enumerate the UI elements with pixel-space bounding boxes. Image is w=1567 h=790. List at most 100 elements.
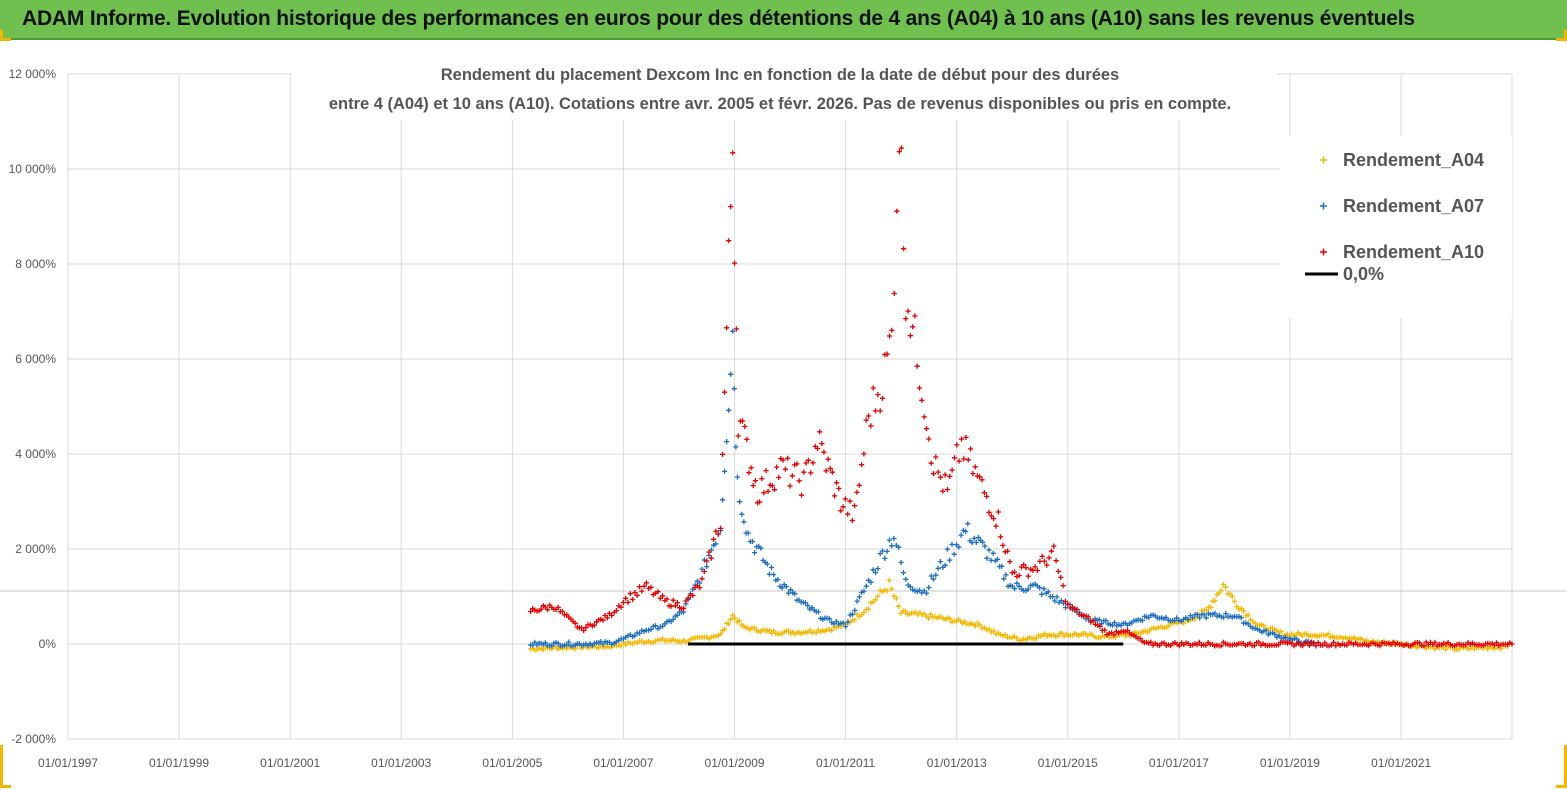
data-point xyxy=(796,478,802,484)
data-point xyxy=(1196,639,1202,645)
data-point xyxy=(921,414,927,420)
data-point xyxy=(1139,617,1145,624)
data-point xyxy=(1201,612,1207,618)
legend-label: Rendement_A07 xyxy=(1343,196,1484,216)
series-Rendement_A04 xyxy=(528,577,1511,653)
data-point xyxy=(891,535,897,542)
data-point xyxy=(834,480,840,486)
data-point xyxy=(641,583,647,589)
data-point xyxy=(1203,642,1209,648)
data-point xyxy=(1322,640,1328,646)
data-point xyxy=(1102,627,1108,633)
data-point xyxy=(653,623,659,629)
data-point xyxy=(859,462,865,468)
data-point xyxy=(788,587,794,593)
data-point xyxy=(919,397,925,403)
data-point xyxy=(951,551,957,557)
data-point xyxy=(937,559,943,565)
data-point xyxy=(1256,639,1262,645)
data-point xyxy=(894,208,900,214)
data-point xyxy=(1042,631,1048,637)
data-point xyxy=(749,538,756,545)
data-point xyxy=(829,627,835,633)
data-point xyxy=(722,468,728,474)
data-point xyxy=(1000,542,1006,548)
y-tick-label: 0% xyxy=(39,637,57,651)
data-point xyxy=(618,604,624,610)
data-point xyxy=(739,511,745,517)
data-point xyxy=(734,474,741,480)
data-point xyxy=(896,544,902,550)
data-point xyxy=(632,633,638,639)
data-point xyxy=(870,567,876,573)
data-point xyxy=(1016,572,1022,579)
data-point xyxy=(1058,574,1064,580)
data-point xyxy=(886,537,892,543)
data-point xyxy=(706,549,712,555)
grid-lines xyxy=(0,73,1567,740)
data-point xyxy=(758,545,764,551)
data-point xyxy=(994,556,1001,562)
data-point xyxy=(825,456,831,462)
data-point xyxy=(872,597,879,603)
data-point xyxy=(1208,604,1214,610)
x-tick-label: 01/01/2009 xyxy=(705,756,765,770)
y-tick-label: -2 000% xyxy=(11,732,56,746)
data-point xyxy=(963,434,969,440)
data-point xyxy=(540,647,546,653)
data-point xyxy=(856,482,862,488)
data-point xyxy=(907,584,913,590)
data-point xyxy=(947,616,953,622)
data-point xyxy=(742,423,748,430)
data-point xyxy=(655,589,661,595)
legend: Rendement_A04 Rendement_A07 Rendement_A100… xyxy=(1280,136,1512,318)
data-point xyxy=(901,246,907,252)
data-point xyxy=(808,470,814,476)
data-point xyxy=(819,441,825,447)
data-point xyxy=(625,599,631,605)
data-point xyxy=(1421,643,1427,649)
data-point xyxy=(711,536,717,542)
data-point xyxy=(1034,567,1041,574)
data-point xyxy=(1007,559,1013,565)
data-point xyxy=(643,580,649,586)
data-point xyxy=(1005,548,1011,554)
data-point xyxy=(741,519,747,525)
data-point xyxy=(916,385,923,391)
data-point xyxy=(845,619,851,625)
data-point xyxy=(926,436,932,442)
data-point xyxy=(1052,598,1058,604)
data-point xyxy=(852,607,858,613)
data-point xyxy=(884,588,890,594)
x-tick-label: 01/01/2007 xyxy=(593,756,653,770)
data-point xyxy=(805,457,811,463)
data-point xyxy=(849,611,856,617)
data-point xyxy=(780,457,786,463)
y-tick-label: 2 000% xyxy=(15,542,56,556)
data-point xyxy=(746,470,752,476)
data-point xyxy=(910,324,916,330)
data-point xyxy=(1023,565,1029,571)
data-point xyxy=(981,490,987,496)
data-point xyxy=(1001,576,1007,582)
data-point xyxy=(803,460,809,466)
data-point xyxy=(1025,586,1031,592)
x-tick-label: 01/01/2019 xyxy=(1260,756,1320,770)
data-point xyxy=(794,461,800,467)
data-point xyxy=(639,588,645,594)
x-tick-label: 01/01/2017 xyxy=(1149,756,1209,770)
data-point xyxy=(744,436,750,442)
data-point xyxy=(538,606,544,612)
data-point xyxy=(620,599,626,606)
data-point xyxy=(1030,567,1036,573)
data-point xyxy=(697,585,703,591)
data-point xyxy=(771,572,777,578)
data-point xyxy=(843,623,849,630)
data-point xyxy=(856,594,862,600)
data-point xyxy=(1223,611,1229,617)
title-banner: ADAM Informe. Evolution historique des p… xyxy=(0,0,1567,40)
data-point xyxy=(572,620,578,626)
data-point xyxy=(923,590,930,596)
data-point xyxy=(933,572,939,578)
data-point xyxy=(1044,562,1050,568)
